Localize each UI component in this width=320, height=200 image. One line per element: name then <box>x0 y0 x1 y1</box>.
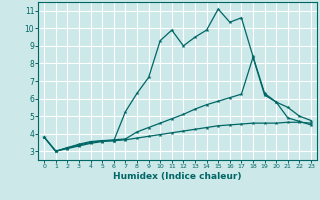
X-axis label: Humidex (Indice chaleur): Humidex (Indice chaleur) <box>113 172 242 181</box>
